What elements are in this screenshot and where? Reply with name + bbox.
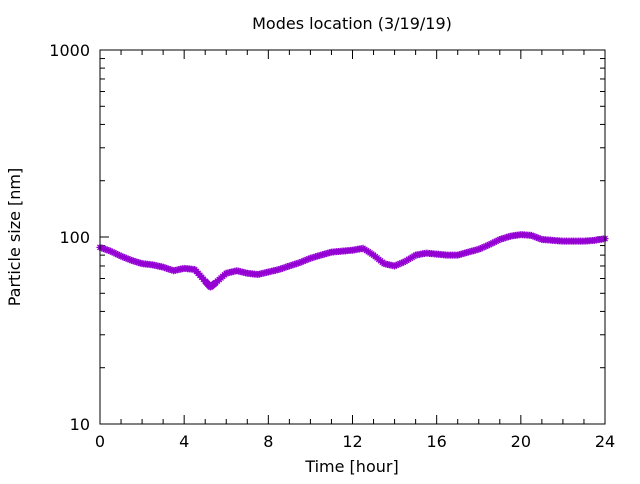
y-tick-label: 1000 xyxy=(49,41,90,60)
x-tick-label: 24 xyxy=(595,432,615,451)
x-tick-label: 12 xyxy=(342,432,362,451)
x-tick-label: 4 xyxy=(179,432,189,451)
data-point xyxy=(114,250,122,258)
data-point xyxy=(536,235,544,243)
data-point xyxy=(117,252,125,260)
data-point xyxy=(477,244,485,252)
data-point xyxy=(480,243,488,251)
y-axis-label: Particle size [nm] xyxy=(5,168,24,307)
data-point xyxy=(394,260,402,268)
data-point xyxy=(531,233,539,241)
data-point xyxy=(107,247,115,255)
data-point xyxy=(398,259,406,267)
data-point xyxy=(484,241,492,249)
x-tick-label: 20 xyxy=(511,432,531,451)
data-point xyxy=(533,233,541,241)
data-point xyxy=(534,234,542,242)
data-point xyxy=(299,257,307,265)
data-point xyxy=(305,255,313,263)
data-point xyxy=(391,262,399,270)
data-point xyxy=(122,254,130,262)
data-point xyxy=(126,256,134,264)
data-point xyxy=(124,255,132,263)
data-point xyxy=(529,232,537,240)
series-line xyxy=(99,233,606,289)
data-point xyxy=(399,258,407,266)
x-tick-label: 16 xyxy=(426,432,446,451)
data-point xyxy=(396,260,404,268)
data-point xyxy=(478,244,486,252)
x-tick-label: 0 xyxy=(95,432,105,451)
data-point xyxy=(392,261,400,269)
data-point xyxy=(296,259,304,267)
data-point xyxy=(475,245,483,253)
data-point xyxy=(301,256,309,264)
chart-title: Modes location (3/19/19) xyxy=(252,14,452,33)
data-point xyxy=(298,258,306,266)
x-axis-label: Time [hour] xyxy=(304,457,398,476)
ticks-layer: 0 4 8 12 16 20 24 10 100 1000 xyxy=(49,41,615,451)
data-point xyxy=(112,250,120,258)
data-point xyxy=(121,254,129,262)
data-point xyxy=(482,242,490,250)
data-point xyxy=(110,249,118,257)
data-point xyxy=(527,231,535,239)
x-tick-label: 8 xyxy=(263,432,273,451)
y-tick-label: 100 xyxy=(59,228,90,247)
data-point xyxy=(108,248,116,256)
data-point xyxy=(115,251,123,259)
marks-layer xyxy=(96,231,609,291)
data-point xyxy=(119,253,127,261)
data-point xyxy=(303,256,311,264)
y-tick-label: 10 xyxy=(70,415,90,434)
plot-frame xyxy=(99,49,606,425)
